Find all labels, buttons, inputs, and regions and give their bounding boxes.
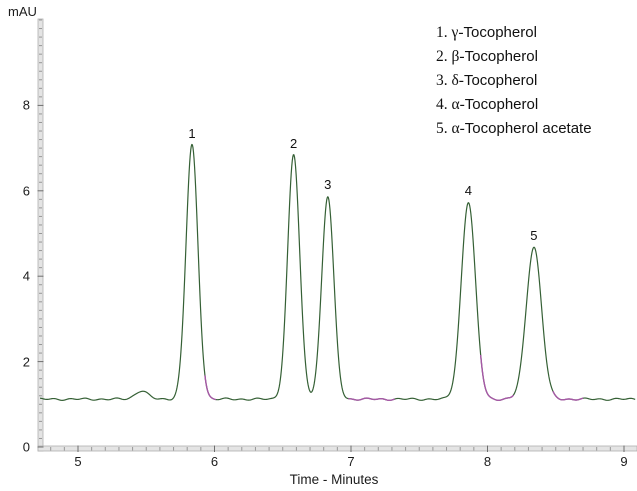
y-tick-label: 2 bbox=[22, 354, 30, 370]
x-tick-label: 9 bbox=[620, 454, 628, 469]
y-axis-title: mAU bbox=[8, 4, 37, 19]
x-tick-label: 7 bbox=[347, 454, 355, 469]
x-tick-label: 6 bbox=[210, 454, 219, 469]
x-tick-label: 8 bbox=[483, 454, 492, 469]
legend-item-name: Tocopherol bbox=[463, 72, 538, 89]
y-tick-label: 0 bbox=[22, 439, 30, 455]
y-tick-label: 6 bbox=[22, 183, 30, 199]
legend-item-prefix: 4. α- bbox=[436, 96, 465, 113]
x-tick-label: 5 bbox=[74, 454, 82, 469]
peak-number-label: 1 bbox=[188, 126, 196, 142]
peak-number-label: 4 bbox=[464, 182, 472, 198]
y-axis-bar bbox=[37, 18, 44, 452]
legend-item-prefix: 3. δ- bbox=[436, 72, 464, 89]
x-axis-title: Time - Minutes bbox=[289, 472, 379, 487]
legend-item-name: Tocopherol bbox=[463, 24, 537, 41]
integration-mark bbox=[479, 354, 514, 402]
legend-item-prefix: 5. α- bbox=[436, 120, 465, 137]
legend-item-name: Tocopherol bbox=[464, 96, 539, 113]
legend-item-name: Tocopherol bbox=[464, 48, 538, 65]
legend-item: 4. α-Tocopherol bbox=[436, 93, 592, 117]
integration-mark bbox=[204, 375, 217, 401]
legend-item-prefix: 2. β- bbox=[436, 48, 465, 65]
y-tick-label: 8 bbox=[22, 97, 30, 113]
peak-number-label: 2 bbox=[290, 135, 298, 151]
legend-item: 3. δ-Tocopherol bbox=[436, 69, 592, 93]
chromatogram-trace bbox=[39, 143, 636, 401]
peak-number-label: 5 bbox=[530, 227, 538, 243]
legend-item: 5. α-Tocopherol acetate bbox=[436, 117, 592, 141]
peak-number-label: 3 bbox=[324, 177, 332, 193]
legend-item: 2. β-Tocopherol bbox=[436, 45, 592, 69]
legend-item-prefix: 1. γ- bbox=[436, 24, 464, 41]
legend-item-name: Tocopherol acetate bbox=[464, 120, 592, 137]
integration-mark bbox=[348, 397, 395, 402]
legend-item: 1. γ-Tocopherol bbox=[436, 21, 592, 45]
integration-mark bbox=[552, 391, 584, 401]
peak-legend: 1. γ-Tocopherol 2. β-Tocopherol 3. δ-Tocop… bbox=[436, 21, 592, 141]
y-tick-label: 4 bbox=[22, 268, 30, 284]
